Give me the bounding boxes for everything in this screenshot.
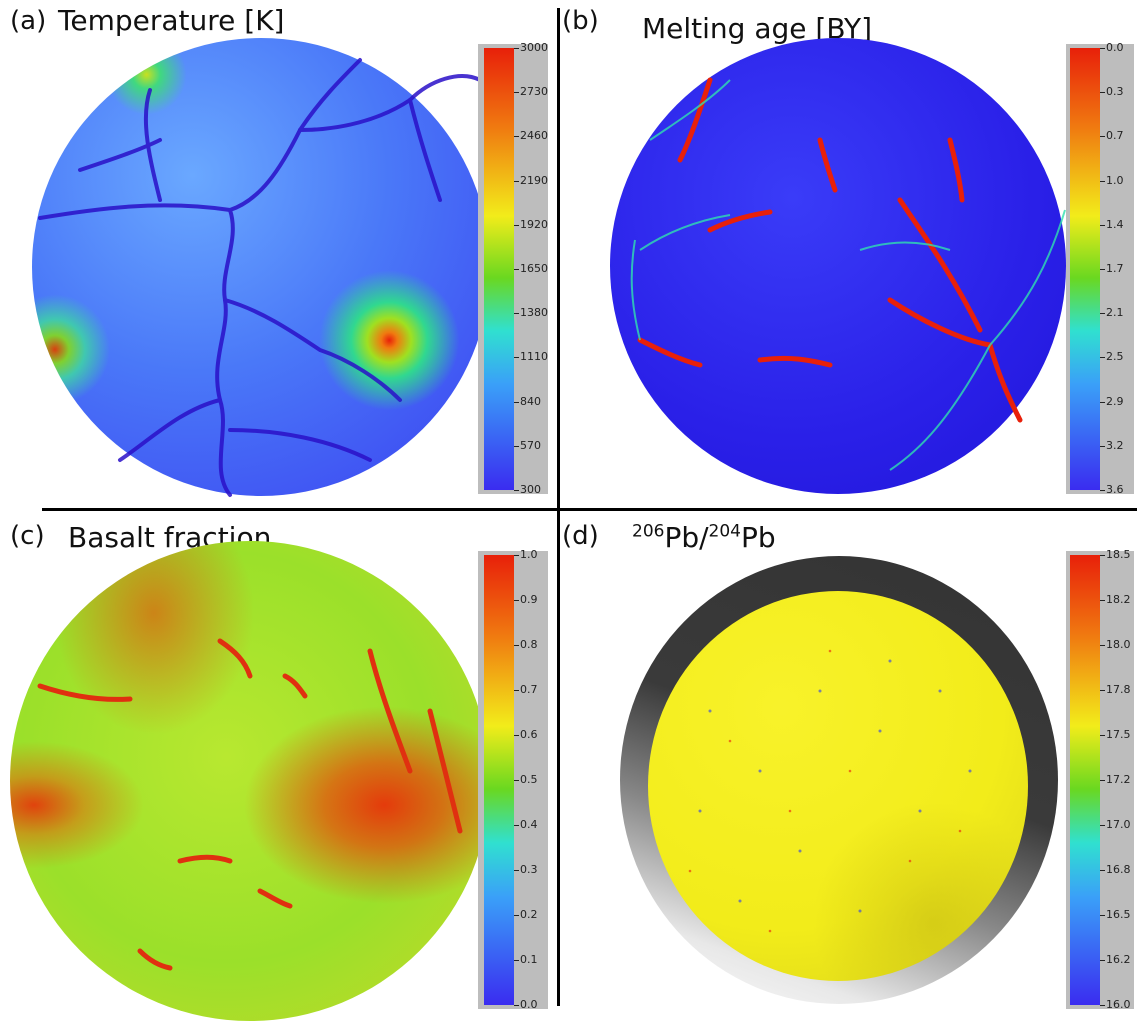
colorbar-tick-label: 2730 — [514, 85, 548, 99]
panel-title-temperature: Temperature [K] — [58, 4, 285, 37]
colorbar-tick-label: 18.5 — [1100, 548, 1131, 561]
panel-label-d: (d) — [562, 521, 599, 551]
colorbar-tick-label: 0.7 — [514, 683, 538, 696]
vertical-divider — [557, 8, 560, 1006]
horizontal-divider — [42, 508, 1137, 511]
panel-label-a: (a) — [10, 6, 47, 36]
lead-isotope-speckles — [688, 649, 972, 933]
colorbar-tick-label: 1.7 — [1100, 262, 1124, 275]
colorbar-tick-label: 2.5 — [1100, 350, 1124, 364]
melting-age-sphere — [610, 38, 1066, 494]
melting-age-streaks — [630, 77, 1066, 471]
colorbar-tick-label: 0.0 — [1100, 41, 1124, 54]
colorbar-tick-label: 3.6 — [1100, 483, 1124, 496]
colorbar-tick-label: 1110 — [514, 350, 548, 364]
panel-melting-age: (b) Melting age [BY] 0.0 0.3 0.7 1.0 1.4 1.7 2… — [560, 0, 1137, 507]
colorbar-tick-label: 0.3 — [514, 863, 538, 876]
title-base-1: Pb/ — [664, 521, 709, 554]
colorbar-tick-label: 840 — [514, 394, 541, 408]
colorbar-tick-label: 1.0 — [514, 548, 538, 561]
panel-label-b: (b) — [562, 6, 599, 36]
colorbar-tick-label: 0.0 — [514, 998, 538, 1011]
colorbar-tick-label: 2190 — [514, 173, 548, 187]
colorbar-tick-label: 17.2 — [1100, 773, 1131, 786]
colorbar-tick-label: 0.8 — [514, 638, 538, 651]
title-base-2: Pb — [741, 521, 776, 554]
colorbar-tick-label: 3.2 — [1100, 438, 1124, 452]
basalt-fraction-sphere — [10, 541, 490, 1021]
colorbar-tick-label: 16.5 — [1100, 908, 1131, 921]
colorbar-tick-label: 17.8 — [1100, 683, 1131, 696]
temperature-downwelling-lines — [38, 58, 482, 497]
colorbar-tick-label: 17.5 — [1100, 728, 1131, 741]
colorbar-tick-label: 1.0 — [1100, 173, 1124, 187]
basalt-fraction-streaks — [37, 638, 463, 971]
title-superscript-204: 204 — [708, 521, 741, 542]
panel-label-c: (c) — [10, 521, 45, 551]
panel-temperature: (a) Temperature [K] 3000 2730 2460 2190 1920… — [0, 0, 557, 507]
colorbar-tick-label: 300 — [514, 483, 541, 496]
colorbar-tick-label: 0.6 — [514, 728, 538, 741]
colorbar-tick-label: 16.0 — [1100, 998, 1131, 1011]
colorbar-tick-label: 0.3 — [1100, 85, 1124, 99]
colorbar-tick-label: 2460 — [514, 129, 548, 143]
colorbar-tick-label: 1380 — [514, 306, 548, 320]
colorbar-tick-label: 3000 — [514, 41, 548, 54]
colorbar-tick-label: 0.2 — [514, 908, 538, 921]
colorbar-tick-label: 2.9 — [1100, 394, 1124, 408]
lead-isotope-colorbar-gradient — [1070, 555, 1100, 1005]
colorbar-tick-label: 0.7 — [1100, 129, 1124, 143]
colorbar-tick-label: 1650 — [514, 262, 548, 275]
colorbar-tick-label: 18.0 — [1100, 638, 1131, 651]
colorbar-tick-label: 0.5 — [514, 773, 538, 786]
colorbar-tick-label: 16.2 — [1100, 953, 1131, 966]
colorbar-tick-label: 1920 — [514, 217, 548, 231]
colorbar-tick-label: 0.9 — [514, 593, 538, 606]
lead-isotope-inner-sphere — [648, 591, 1028, 981]
title-superscript-206: 206 — [632, 521, 665, 542]
colorbar-tick-label: 0.1 — [514, 953, 538, 966]
colorbar-tick-label: 1.4 — [1100, 217, 1124, 231]
colorbar-tick-label: 2.1 — [1100, 306, 1124, 320]
colorbar-tick-label: 18.2 — [1100, 593, 1131, 606]
panel-lead-isotope: (d) 206Pb/204Pb 18.5 18.2 18.0 17.8 17.5 17.2… — [560, 511, 1137, 1014]
colorbar-tick-label: 570 — [514, 438, 541, 452]
basalt-fraction-colorbar-gradient — [484, 555, 514, 1005]
temperature-colorbar-gradient — [484, 48, 514, 490]
colorbar-tick-label: 17.0 — [1100, 818, 1131, 831]
melting-age-colorbar-gradient — [1070, 48, 1100, 490]
colorbar-tick-label: 16.8 — [1100, 863, 1131, 876]
panel-basalt-fraction: (c) Basalt fraction 1.0 0.9 0.8 0.7 0.6 0.5 0.… — [0, 511, 557, 1021]
colorbar-tick-label: 0.4 — [514, 818, 538, 831]
panel-title-lead-isotope: 206Pb/204Pb — [632, 521, 776, 554]
